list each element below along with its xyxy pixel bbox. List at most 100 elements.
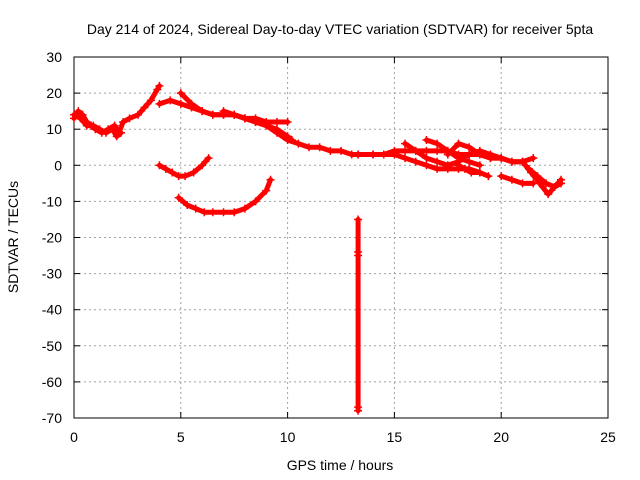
x-tick-label: 5 <box>177 429 185 445</box>
data-series <box>70 81 566 415</box>
data-point <box>155 81 164 90</box>
data-point <box>200 208 209 217</box>
series-arc-dip-long <box>174 175 275 217</box>
data-point <box>272 125 281 134</box>
series-arc-afternoon-f <box>454 161 493 181</box>
data-point <box>176 89 185 98</box>
data-point <box>74 107 83 116</box>
data-point <box>411 157 420 166</box>
chart-title: Day 214 of 2024, Sidereal Day-to-day VTE… <box>87 21 594 37</box>
data-point <box>155 161 164 170</box>
data-point <box>518 157 527 166</box>
data-point <box>198 107 207 116</box>
data-point <box>161 164 170 173</box>
data-point <box>219 208 228 217</box>
data-point <box>189 168 198 177</box>
data-point <box>422 146 431 155</box>
data-point <box>272 117 281 126</box>
data-point <box>283 117 292 126</box>
data-point <box>443 161 452 170</box>
y-axis-label: SDTVAR / TECUs <box>5 181 21 293</box>
data-point <box>475 161 484 170</box>
data-point <box>542 179 551 188</box>
data-point <box>146 96 155 105</box>
data-point <box>262 186 271 195</box>
data-point <box>411 146 420 155</box>
data-point <box>507 157 516 166</box>
data-point <box>219 107 228 116</box>
data-point <box>518 179 527 188</box>
y-tick-label: 10 <box>46 121 62 137</box>
data-point <box>465 143 474 152</box>
data-point <box>433 164 442 173</box>
y-tick-label: 30 <box>46 49 62 65</box>
data-point <box>155 99 164 108</box>
data-point <box>208 110 217 119</box>
data-point <box>283 132 292 141</box>
data-point <box>125 114 134 123</box>
data-point <box>422 136 431 145</box>
data-point <box>119 117 128 126</box>
data-point <box>337 146 345 155</box>
data-point <box>266 175 275 184</box>
data-point <box>390 146 399 155</box>
data-point <box>550 182 559 191</box>
data-point <box>460 164 469 173</box>
series-band <box>156 97 361 157</box>
data-point <box>134 110 143 119</box>
series-band <box>498 173 536 186</box>
data-point <box>354 406 363 415</box>
data-point <box>208 208 217 217</box>
series-arc-afternoon-d <box>422 136 484 170</box>
data-point <box>230 208 239 217</box>
data-point <box>529 154 538 163</box>
data-point <box>204 154 213 163</box>
y-tick-label: -30 <box>42 266 62 282</box>
data-point <box>176 99 185 108</box>
series-band <box>156 155 212 179</box>
y-tick-label: -10 <box>42 193 62 209</box>
series-arc-early-low <box>70 110 125 141</box>
series-arc-early-morning <box>70 81 164 137</box>
data-point <box>433 139 442 148</box>
y-tick-label: -20 <box>42 230 62 246</box>
y-tick-label: -40 <box>42 302 62 318</box>
series-outliers <box>354 215 363 415</box>
data-point <box>183 201 192 210</box>
data-point <box>454 154 463 163</box>
data-point <box>294 139 303 148</box>
series-band <box>176 177 274 215</box>
data-point <box>116 128 125 137</box>
data-point <box>433 146 442 155</box>
series-arc-afternoon-e <box>443 139 506 163</box>
x-axis-label: GPS time / hours <box>287 457 394 473</box>
x-tick-label: 10 <box>280 429 296 445</box>
series-arc-dip-short <box>155 154 213 181</box>
data-point <box>433 157 442 166</box>
data-point <box>198 161 207 170</box>
data-point <box>315 143 324 152</box>
data-point <box>326 146 335 155</box>
data-point <box>89 121 98 130</box>
data-point <box>168 168 177 177</box>
y-tick-label: -50 <box>42 338 62 354</box>
data-point <box>287 136 296 145</box>
data-point <box>181 172 190 181</box>
data-point <box>76 114 85 123</box>
axis-ticks <box>73 56 609 419</box>
data-point <box>240 204 249 213</box>
data-point <box>369 150 378 159</box>
data-point <box>166 96 175 105</box>
series-arc-evening-c <box>524 164 566 191</box>
y-tick-labels: 30 20 10 0 -10 -20 -30 -40 -50 -60 -70 <box>42 49 62 426</box>
x-tick-label: 20 <box>493 429 509 445</box>
series-arc-main <box>155 96 363 159</box>
data-point <box>401 139 410 148</box>
data-point <box>354 150 363 159</box>
data-point <box>475 150 484 159</box>
data-point <box>95 125 104 134</box>
data-point <box>454 161 463 170</box>
data-point <box>140 103 149 112</box>
data-point <box>174 193 183 202</box>
data-point <box>475 168 484 177</box>
